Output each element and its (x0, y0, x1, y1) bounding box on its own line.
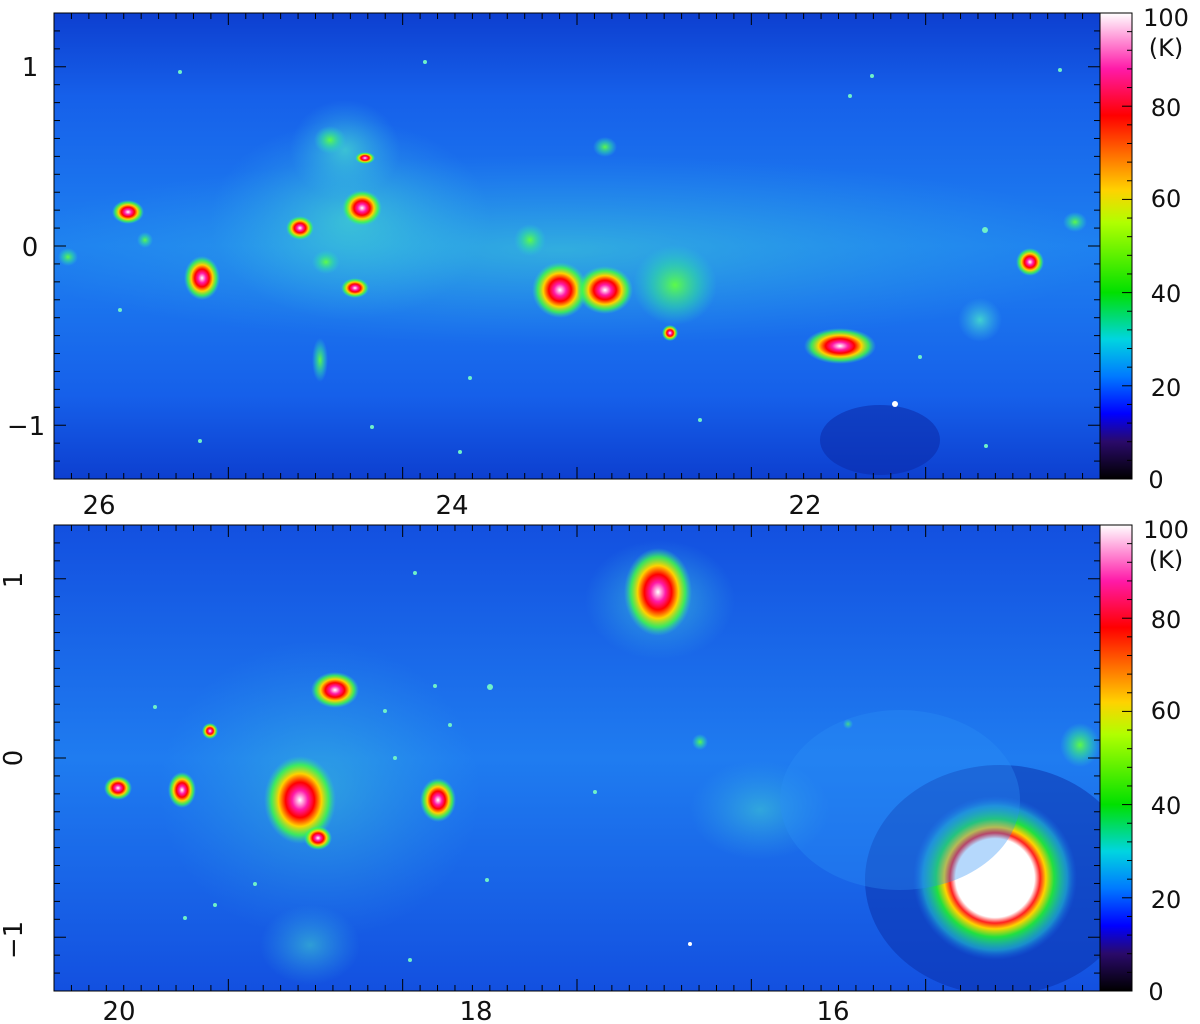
bottom-colorbar (1099, 524, 1133, 992)
colorbar-tick-label: 80 (1151, 606, 1182, 634)
colorbar-tick-label: 20 (1151, 374, 1182, 402)
bottom-colorbar-labels: 100 (K) 80 60 40 20 0 (1143, 516, 1189, 1006)
bottom-panel-image (54, 525, 1100, 991)
top-x-tick-label: 26 (82, 491, 115, 521)
bottom-y-tick-labels: 1 0 −1 (0, 572, 29, 959)
colorbar-tick-label: 60 (1151, 185, 1182, 213)
top-y-tick-label: 0 (22, 233, 39, 263)
colorbar-tick-label: 0 (1148, 466, 1163, 494)
colorbar-tick-label: 100 (1143, 4, 1189, 32)
colorbar-tick-label: 60 (1151, 697, 1182, 725)
axis-ticks (53, 12, 1132, 992)
bottom-x-tick-label: 18 (459, 997, 492, 1024)
bottom-y-tick-label: −1 (0, 921, 29, 959)
top-colorbar-labels: 100 (K) 80 60 40 20 0 (1143, 4, 1189, 494)
top-panel-image (54, 13, 1100, 479)
colorbar-tick-label: 40 (1151, 792, 1182, 820)
bottom-x-tick-labels: 20 18 16 (102, 997, 849, 1024)
colorbar-tick-label: 20 (1151, 886, 1182, 914)
bottom-x-tick-label: 20 (102, 997, 135, 1024)
colorbar-unit-label: (K) (1149, 34, 1183, 62)
top-x-tick-labels: 26 24 22 (82, 491, 821, 521)
top-y-tick-label: 1 (22, 53, 39, 83)
colorbar-unit-label: (K) (1149, 546, 1183, 574)
colorbar-tick-label: 100 (1143, 516, 1189, 544)
bottom-x-tick-label: 16 (816, 997, 849, 1024)
top-x-tick-label: 22 (788, 491, 821, 521)
bottom-y-tick-label: 1 (0, 572, 29, 589)
top-x-tick-label: 24 (435, 491, 468, 521)
colorbar-tick-label: 0 (1148, 978, 1163, 1006)
top-colorbar (1099, 12, 1133, 480)
top-y-tick-labels: 1 0 −1 (7, 53, 45, 442)
top-y-tick-label: −1 (7, 412, 45, 442)
colorbar-tick-label: 80 (1151, 94, 1182, 122)
bottom-y-tick-label: 0 (0, 750, 29, 767)
colorbar-tick-label: 40 (1151, 280, 1182, 308)
